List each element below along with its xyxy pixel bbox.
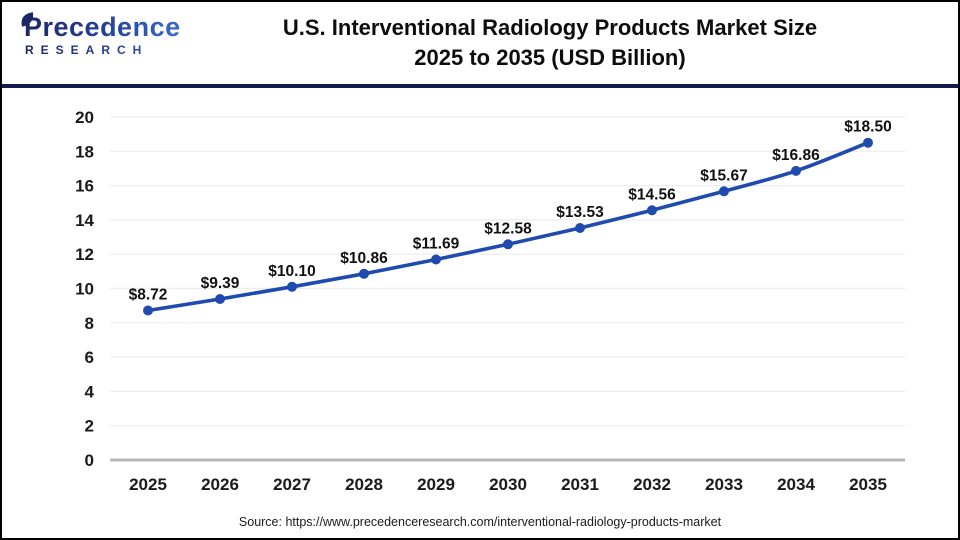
data-point-2032 [647, 205, 657, 216]
x-tick-label: 2031 [561, 475, 599, 494]
source-citation: Source: https://www.precedenceresearch.c… [238, 515, 722, 529]
x-tick-label: 2030 [489, 475, 527, 494]
data-label: $10.86 [340, 250, 388, 267]
data-label: $18.50 [844, 119, 891, 136]
data-label: $15.67 [700, 167, 747, 184]
chart-title: U.S. Interventional Radiology Products M… [182, 13, 918, 73]
data-label: $13.53 [556, 204, 604, 221]
data-point-2034 [791, 165, 801, 176]
data-label: $12.58 [484, 220, 532, 237]
logo-wordmark: Precedence [18, 14, 208, 41]
y-tick-label: 8 [85, 314, 94, 333]
x-tick-label: 2034 [777, 475, 815, 494]
logo-subtitle: RESEARCH [18, 44, 208, 56]
data-point-2033 [719, 186, 729, 197]
y-tick-label: 2 [85, 417, 94, 436]
x-tick-label: 2025 [129, 475, 167, 494]
y-tick-label: 6 [85, 348, 94, 367]
x-tick-label: 2033 [705, 475, 743, 494]
y-tick-label: 10 [75, 280, 94, 299]
data-label: $16.86 [772, 147, 820, 164]
precedence-research-logo: Precedence RESEARCH [18, 11, 208, 56]
data-point-2035 [863, 137, 873, 148]
data-point-2030 [503, 239, 513, 250]
data-point-2028 [359, 268, 369, 279]
y-tick-label: 12 [75, 245, 94, 264]
data-label: $9.39 [201, 275, 240, 292]
chart-title-line1: U.S. Interventional Radiology Products M… [282, 15, 818, 40]
data-label: $11.69 [413, 236, 460, 253]
y-tick-label: 16 [75, 177, 94, 196]
x-tick-label: 2026 [201, 475, 239, 494]
market-size-line-chart: 0 2 4 6 8 10 12 14 16 18 20 2025 2026 2027 2028 2029 203… [75, 108, 905, 494]
y-tick-label: 20 [75, 108, 94, 127]
data-point-2025 [143, 305, 153, 316]
chart-title-line2: 2025 to 2035 (USD Billion) [414, 45, 686, 70]
data-point-2029 [431, 254, 441, 265]
x-tick-label: 2027 [273, 475, 311, 494]
data-label: $10.10 [268, 263, 315, 280]
y-tick-label: 14 [75, 211, 94, 230]
data-label: $14.56 [628, 186, 676, 203]
data-label: $8.72 [129, 287, 168, 304]
y-tick-label: 0 [85, 451, 94, 470]
y-tick-label: 4 [85, 382, 95, 401]
header: Precedence RESEARCH U.S. Interventional … [2, 2, 958, 88]
data-point-2027 [287, 281, 297, 292]
x-tick-label: 2035 [849, 475, 887, 494]
x-tick-label: 2028 [345, 475, 383, 494]
y-tick-label: 18 [75, 142, 94, 161]
data-point-2031 [575, 223, 585, 233]
x-tick-label: 2029 [417, 475, 455, 494]
x-tick-label: 2032 [633, 475, 671, 494]
leaf-icon [19, 11, 36, 28]
data-point-2026 [215, 294, 225, 304]
